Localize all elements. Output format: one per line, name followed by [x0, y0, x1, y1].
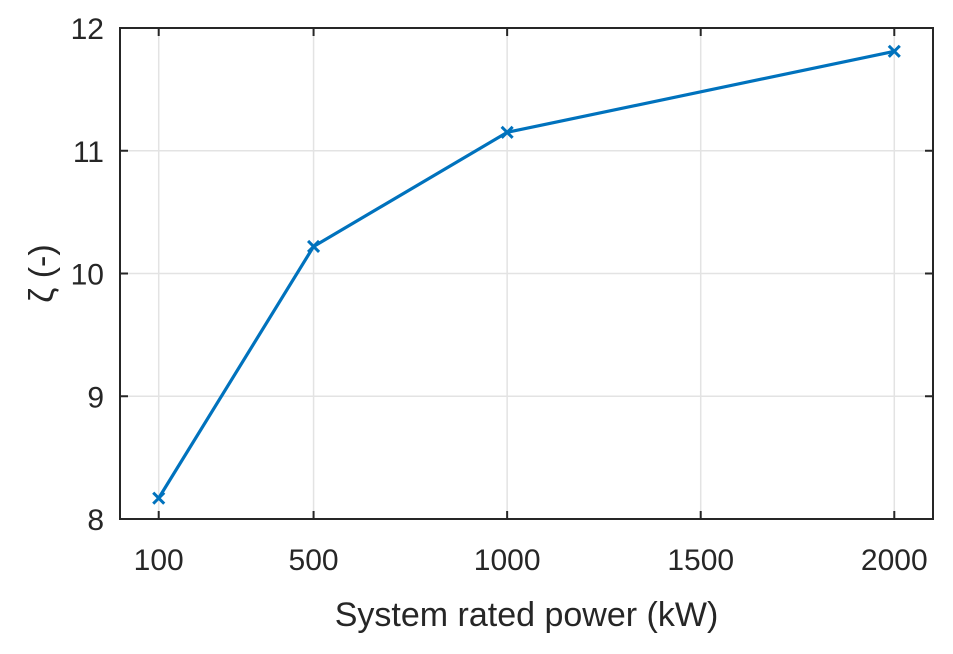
data-point-marker [152, 491, 166, 505]
marker-stroke [307, 239, 321, 254]
y-tick-label: 10 [71, 259, 104, 292]
x-axis-title: System rated power (kW) [335, 596, 719, 634]
grid-lines [120, 27, 933, 520]
marker-stroke [887, 44, 901, 58]
y-tick-label: 11 [73, 136, 104, 169]
x-tick-label: 2000 [861, 544, 928, 577]
y-tick-label: 9 [87, 381, 104, 414]
y-axis-title: ζ (-) [23, 244, 61, 302]
y-tick-label: 8 [87, 504, 104, 537]
x-tick-label: 1500 [667, 544, 734, 577]
x-tick-label: 500 [289, 544, 339, 577]
marker-stroke [152, 491, 166, 505]
tick-labels: 100 500 1000 1500 2000 8 9 10 11 12 [71, 13, 928, 577]
data-point-marker [887, 44, 901, 58]
data-point-marker [500, 125, 514, 139]
x-tick-label: 100 [134, 544, 184, 577]
marker-stroke [500, 125, 514, 139]
y-tick-label: 12 [71, 13, 104, 46]
x-tick-label: 1000 [474, 544, 541, 577]
series-layer [152, 44, 901, 505]
series-line [157, 49, 895, 499]
axis-ticks [120, 27, 933, 520]
data-point-marker [307, 239, 321, 254]
